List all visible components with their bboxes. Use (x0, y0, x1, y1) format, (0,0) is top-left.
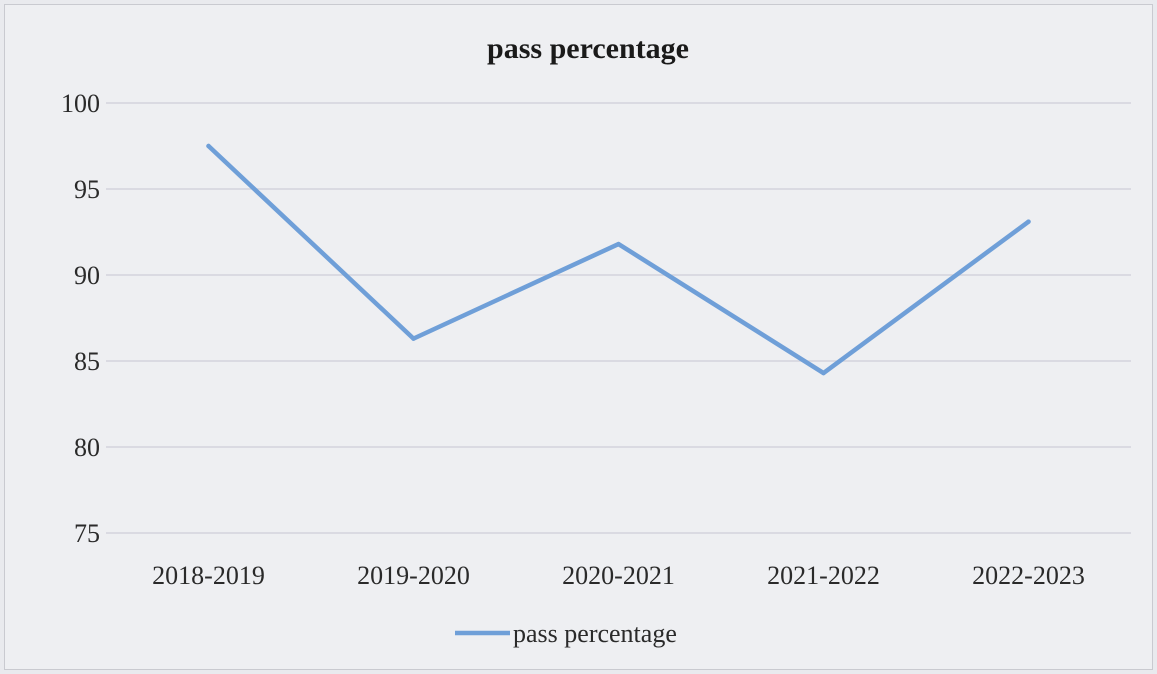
x-tick-label: 2018-2019 (152, 561, 265, 590)
y-tick-label: 85 (74, 347, 100, 376)
y-tick-label: 100 (61, 89, 100, 118)
x-axis-ticks: 2018-2019 2019-2020 2020-2021 2021-2022 2022… (152, 561, 1085, 590)
x-tick-label: 2020-2021 (562, 561, 675, 590)
x-tick-label: 2022-2023 (972, 561, 1085, 590)
x-tick-label: 2021-2022 (767, 561, 880, 590)
series-line (206, 143, 1031, 376)
data-point (1026, 219, 1031, 224)
series-layer (206, 143, 1031, 376)
x-tick-label: 2019-2020 (357, 561, 470, 590)
chart-title: pass percentage (487, 32, 689, 65)
gridlines (106, 102, 1131, 534)
y-tick-label: 90 (74, 261, 100, 290)
legend-label: pass percentage (513, 619, 677, 648)
y-tick-label: 95 (74, 175, 100, 204)
chart-frame (4, 4, 1153, 670)
legend: pass percentage (455, 619, 677, 648)
data-point (411, 336, 416, 341)
y-tick-label: 80 (74, 433, 100, 462)
data-point (616, 241, 621, 247)
y-tick-label: 75 (74, 519, 100, 548)
data-point (821, 370, 826, 376)
y-axis-ticks: 75 80 85 90 95 100 (61, 89, 100, 548)
data-point (206, 143, 211, 149)
